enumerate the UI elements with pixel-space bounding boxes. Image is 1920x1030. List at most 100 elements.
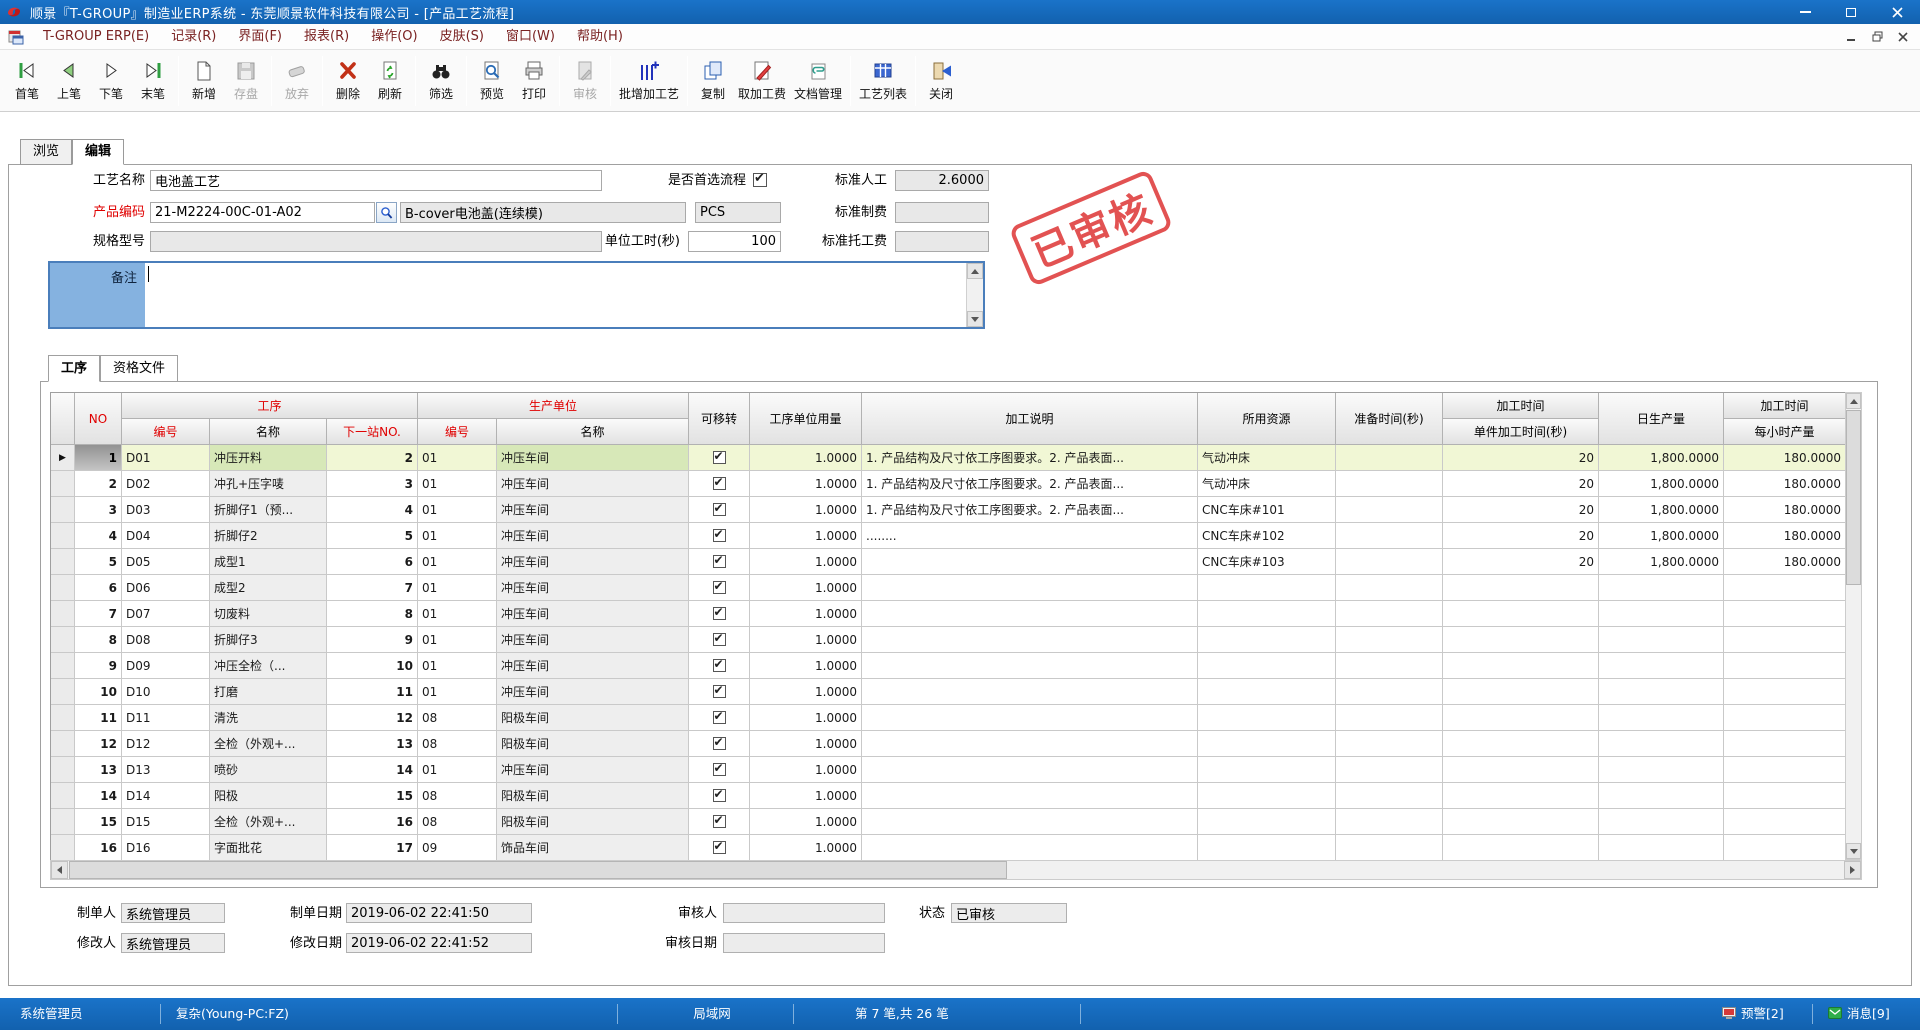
row-indicator-cell[interactable] bbox=[51, 835, 75, 861]
scroll-down-button[interactable] bbox=[967, 311, 983, 327]
cell-desc[interactable] bbox=[862, 835, 1198, 861]
cell-process-code[interactable]: D04 bbox=[122, 523, 210, 549]
cell-desc[interactable]: 1. 产品结构及尺寸依工序图要求。2. 产品表面... bbox=[862, 445, 1198, 471]
menu-operation[interactable]: 操作(O) bbox=[371, 28, 418, 44]
cell-no[interactable]: 8 bbox=[75, 627, 122, 653]
cell-movable[interactable] bbox=[689, 523, 750, 549]
delete-button[interactable]: 删除 bbox=[327, 52, 369, 110]
cell-movable[interactable] bbox=[689, 497, 750, 523]
movable-checkbox[interactable] bbox=[712, 631, 726, 646]
cell-usage[interactable]: 1.0000 bbox=[750, 601, 862, 627]
cell-process-code[interactable]: D02 bbox=[122, 471, 210, 497]
movable-checkbox[interactable] bbox=[712, 579, 726, 594]
last-record-button[interactable]: 末笔 bbox=[132, 52, 174, 110]
cell-daily-output[interactable]: 1,800.0000 bbox=[1599, 549, 1724, 575]
cell-process-code[interactable]: D14 bbox=[122, 783, 210, 809]
cell-usage[interactable]: 1.0000 bbox=[750, 653, 862, 679]
cell-unit-code[interactable]: 01 bbox=[418, 627, 497, 653]
movable-checkbox[interactable] bbox=[712, 501, 726, 516]
row-indicator-cell[interactable] bbox=[51, 679, 75, 705]
cell-unit-name[interactable]: 冲压车间 bbox=[497, 653, 689, 679]
status-messages[interactable]: 消息[9] bbox=[1828, 998, 1890, 1030]
cell-resource[interactable]: CNC车床#103 bbox=[1198, 549, 1336, 575]
header-process-name[interactable]: 名称 bbox=[210, 419, 327, 445]
header-unit-name[interactable]: 名称 bbox=[497, 419, 689, 445]
movable-checkbox[interactable] bbox=[712, 553, 726, 568]
cell-unit-code[interactable]: 01 bbox=[418, 757, 497, 783]
cell-process-code[interactable]: D07 bbox=[122, 601, 210, 627]
cell-daily-output[interactable]: 1,800.0000 bbox=[1599, 523, 1724, 549]
cell-resource[interactable]: 气动冲床 bbox=[1198, 445, 1336, 471]
row-indicator-cell[interactable] bbox=[51, 705, 75, 731]
movable-checkbox[interactable] bbox=[712, 605, 726, 620]
cell-daily-output[interactable]: 1,800.0000 bbox=[1599, 445, 1724, 471]
cell-unit-time[interactable] bbox=[1443, 757, 1599, 783]
cell-hourly-output[interactable]: 180.0000 bbox=[1724, 549, 1846, 575]
cell-unit-code[interactable]: 01 bbox=[418, 679, 497, 705]
table-row[interactable]: 5 D05 成型1 6 01 冲压车间 1.0000 CNC车床#103 20 … bbox=[50, 549, 1846, 575]
cell-next-no[interactable]: 4 bbox=[327, 497, 418, 523]
cell-next-no[interactable]: 7 bbox=[327, 575, 418, 601]
cell-prep-time[interactable] bbox=[1336, 575, 1443, 601]
cell-hourly-output[interactable]: 180.0000 bbox=[1724, 471, 1846, 497]
cell-resource[interactable]: CNC车床#102 bbox=[1198, 523, 1336, 549]
table-row[interactable]: 7 D07 切废料 8 01 冲压车间 1.0000 bbox=[50, 601, 1846, 627]
cell-desc[interactable] bbox=[862, 705, 1198, 731]
movable-checkbox[interactable] bbox=[712, 761, 726, 776]
row-indicator-cell[interactable] bbox=[51, 549, 75, 575]
cell-movable[interactable] bbox=[689, 679, 750, 705]
cell-next-no[interactable]: 10 bbox=[327, 653, 418, 679]
table-row[interactable]: 3 D03 折脚仔1（预... 4 01 冲压车间 1.0000 1. 产品结构… bbox=[50, 497, 1846, 523]
cell-process-name[interactable]: 全检（外观+... bbox=[210, 809, 327, 835]
cell-no[interactable]: 11 bbox=[75, 705, 122, 731]
movable-checkbox[interactable] bbox=[712, 813, 726, 828]
mdi-close-button[interactable] bbox=[1892, 27, 1914, 46]
cell-process-name[interactable]: 打磨 bbox=[210, 679, 327, 705]
cell-movable[interactable] bbox=[689, 705, 750, 731]
movable-checkbox[interactable] bbox=[712, 683, 726, 698]
cell-process-name[interactable]: 冲压开料 bbox=[210, 445, 327, 471]
row-indicator-cell[interactable] bbox=[51, 523, 75, 549]
cell-unit-name[interactable]: 冲压车间 bbox=[497, 549, 689, 575]
cell-next-no[interactable]: 8 bbox=[327, 601, 418, 627]
cell-process-name[interactable]: 成型2 bbox=[210, 575, 327, 601]
cell-unit-time[interactable] bbox=[1443, 705, 1599, 731]
cell-process-name[interactable]: 折脚仔3 bbox=[210, 627, 327, 653]
header-unit-code[interactable]: 编号 bbox=[418, 419, 497, 445]
cell-prep-time[interactable] bbox=[1336, 783, 1443, 809]
product-lookup-button[interactable] bbox=[376, 202, 397, 223]
cell-desc[interactable]: 1. 产品结构及尺寸依工序图要求。2. 产品表面... bbox=[862, 497, 1198, 523]
cell-daily-output[interactable] bbox=[1599, 783, 1724, 809]
cell-process-code[interactable]: D03 bbox=[122, 497, 210, 523]
cell-unit-time[interactable] bbox=[1443, 731, 1599, 757]
mdi-restore-button[interactable] bbox=[1866, 27, 1888, 46]
cell-movable[interactable] bbox=[689, 471, 750, 497]
cell-unit-time[interactable] bbox=[1443, 809, 1599, 835]
remark-scrollbar[interactable] bbox=[966, 263, 983, 327]
cell-next-no[interactable]: 6 bbox=[327, 549, 418, 575]
row-indicator-cell[interactable] bbox=[51, 445, 75, 471]
cell-no[interactable]: 14 bbox=[75, 783, 122, 809]
cell-desc[interactable]: ........ bbox=[862, 523, 1198, 549]
cell-unit-time[interactable] bbox=[1443, 783, 1599, 809]
cell-movable[interactable] bbox=[689, 445, 750, 471]
cell-desc[interactable] bbox=[862, 575, 1198, 601]
header-process-code[interactable]: 编号 bbox=[122, 419, 210, 445]
table-row[interactable]: 11 D11 清洗 12 08 阳极车间 1.0000 bbox=[50, 705, 1846, 731]
cell-unit-code[interactable]: 01 bbox=[418, 497, 497, 523]
cell-prep-time[interactable] bbox=[1336, 731, 1443, 757]
cell-movable[interactable] bbox=[689, 549, 750, 575]
scroll-left-button[interactable] bbox=[51, 861, 68, 879]
cell-prep-time[interactable] bbox=[1336, 627, 1443, 653]
cell-usage[interactable]: 1.0000 bbox=[750, 627, 862, 653]
cell-unit-name[interactable]: 冲压车间 bbox=[497, 471, 689, 497]
cell-process-name[interactable]: 冲孔+压字唛 bbox=[210, 471, 327, 497]
cell-usage[interactable]: 1.0000 bbox=[750, 783, 862, 809]
table-vertical-scrollbar[interactable] bbox=[1845, 392, 1862, 860]
movable-checkbox[interactable] bbox=[712, 787, 726, 802]
header-movable[interactable]: 可移转 bbox=[689, 393, 750, 445]
cell-movable[interactable] bbox=[689, 757, 750, 783]
tab-qualification-files[interactable]: 资格文件 bbox=[100, 355, 179, 382]
copy-button[interactable]: 复制 bbox=[692, 52, 734, 110]
horizontal-scroll-thumb[interactable] bbox=[69, 861, 1007, 879]
